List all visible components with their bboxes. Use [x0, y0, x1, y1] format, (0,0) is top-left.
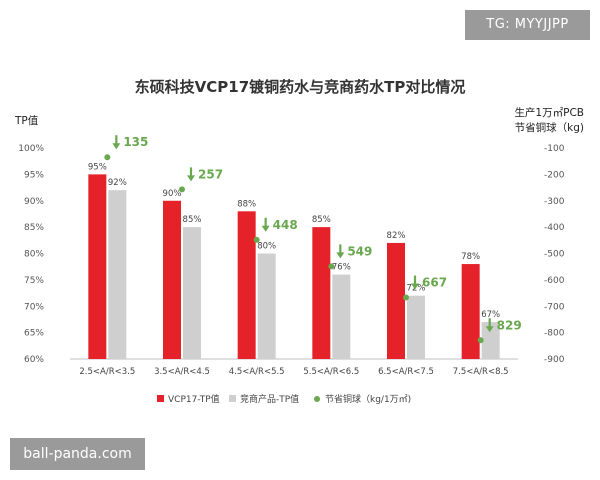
y2-tick-label: -200 — [544, 170, 565, 180]
data-label-saving: 549 — [347, 244, 372, 258]
x-tick-label: 2.5<A/R<3.5 — [79, 367, 135, 377]
saving-arrow-head — [187, 175, 195, 182]
x-tick-label: 7.5<A/R<8.5 — [453, 367, 509, 377]
data-label-vcp17: 88% — [237, 199, 256, 209]
saving-point — [179, 186, 185, 193]
bar-competitor — [481, 322, 500, 359]
data-label-competitor: 76% — [332, 263, 351, 273]
data-label-saving: 257 — [198, 167, 223, 181]
x-tick-label: 4.5<A/R<5.5 — [229, 367, 285, 377]
y2-tick-label: -100 — [544, 144, 565, 154]
saving-point — [253, 236, 260, 243]
data-label-saving: 448 — [273, 218, 298, 232]
legend-label-saving: 节省铜球（kg/1万㎡) — [325, 393, 411, 405]
y-tick-label: 70% — [24, 302, 44, 312]
saving-point — [477, 337, 484, 344]
y-tick-label: 90% — [24, 197, 44, 207]
data-label-vcp17: 85% — [312, 215, 331, 225]
bar-vcp17 — [237, 211, 256, 359]
x-tick-label: 3.5<A/R<4.5 — [154, 367, 210, 377]
legend-label-vcp17: VCP17-TP值 — [168, 393, 220, 405]
y2-tick-label: -900 — [544, 355, 565, 365]
saving-arrow-head — [261, 225, 270, 232]
data-label-vcp17: 90% — [163, 189, 182, 199]
bar-vcp17 — [387, 242, 405, 359]
data-label-saving: 667 — [422, 276, 447, 290]
data-label-competitor: 92% — [108, 178, 127, 188]
saving-point — [104, 154, 111, 161]
data-label-competitor: 85% — [183, 215, 202, 225]
bar-competitor — [332, 274, 351, 359]
saving-arrow-head — [112, 143, 121, 150]
y2-tick-label: -500 — [544, 250, 565, 260]
saving-point — [403, 294, 409, 301]
bar-vcp17 — [312, 227, 331, 359]
saving-arrow-head — [485, 326, 494, 333]
y-tick-label: 100% — [18, 144, 44, 154]
data-label-vcp17: 82% — [387, 231, 406, 241]
saving-arrow-head — [336, 252, 345, 259]
bar-competitor — [108, 190, 127, 359]
bar-vcp17 — [163, 200, 181, 359]
x-tick-label: 6.5<A/R<7.5 — [378, 367, 434, 377]
plot-area: 100% 95% 90% 85% 80% 75% 70% 65% 60% -100 -200 -300… — [18, 135, 565, 377]
data-label-competitor: 67% — [481, 310, 500, 320]
y-tick-label: 85% — [24, 223, 44, 233]
legend-swatch-vcp17 — [157, 395, 164, 402]
y-tick-label: 95% — [24, 170, 44, 180]
y2-axis-title-line2: 节省铜球（kg) — [515, 121, 584, 134]
bar-competitor — [257, 253, 276, 359]
y-tick-label: 75% — [24, 276, 44, 286]
data-label-vcp17: 95% — [88, 162, 107, 172]
saving-arrow-head — [411, 283, 419, 290]
y-tick-label: 80% — [24, 250, 44, 260]
legend-swatch-competitor — [229, 395, 236, 402]
watermark-top: TG: MYYJJPP — [465, 10, 590, 40]
bar-vcp17 — [88, 174, 107, 359]
data-label-competitor: 72% — [407, 284, 426, 294]
y2-tick-label: -400 — [544, 223, 565, 233]
y-tick-label: 60% — [24, 355, 44, 365]
y2-tick-label: -800 — [544, 329, 565, 339]
data-label-saving: 135 — [123, 135, 148, 149]
legend-swatch-saving — [314, 396, 320, 402]
chart-title: 东硕科技VCP17镀铜药水与竞商药水TP对比情况 — [135, 78, 466, 96]
y2-tick-label: -700 — [544, 302, 565, 312]
y2-tick-label: -300 — [544, 197, 565, 207]
watermark-bottom: ball-panda.com — [10, 438, 145, 470]
y2-axis-title-line1: 生产1万㎡PCB — [514, 106, 584, 119]
data-label-competitor: 80% — [257, 242, 276, 252]
saving-point — [328, 263, 335, 270]
x-tick-label: 5.5<A/R<6.5 — [303, 367, 359, 377]
legend-label-competitor: 竞商产品-TP值 — [240, 393, 299, 405]
data-label-vcp17: 78% — [461, 252, 480, 262]
bar-vcp17 — [461, 264, 480, 359]
bar-competitor — [183, 227, 201, 359]
y-tick-label: 65% — [24, 329, 44, 339]
y2-tick-label: -600 — [544, 276, 565, 286]
legend: VCP17-TP值 竞商产品-TP值 节省铜球（kg/1万㎡) — [157, 393, 411, 405]
data-label-saving: 829 — [497, 318, 522, 332]
bar-competitor — [407, 295, 425, 359]
y-axis-title: TP值 — [14, 114, 39, 127]
